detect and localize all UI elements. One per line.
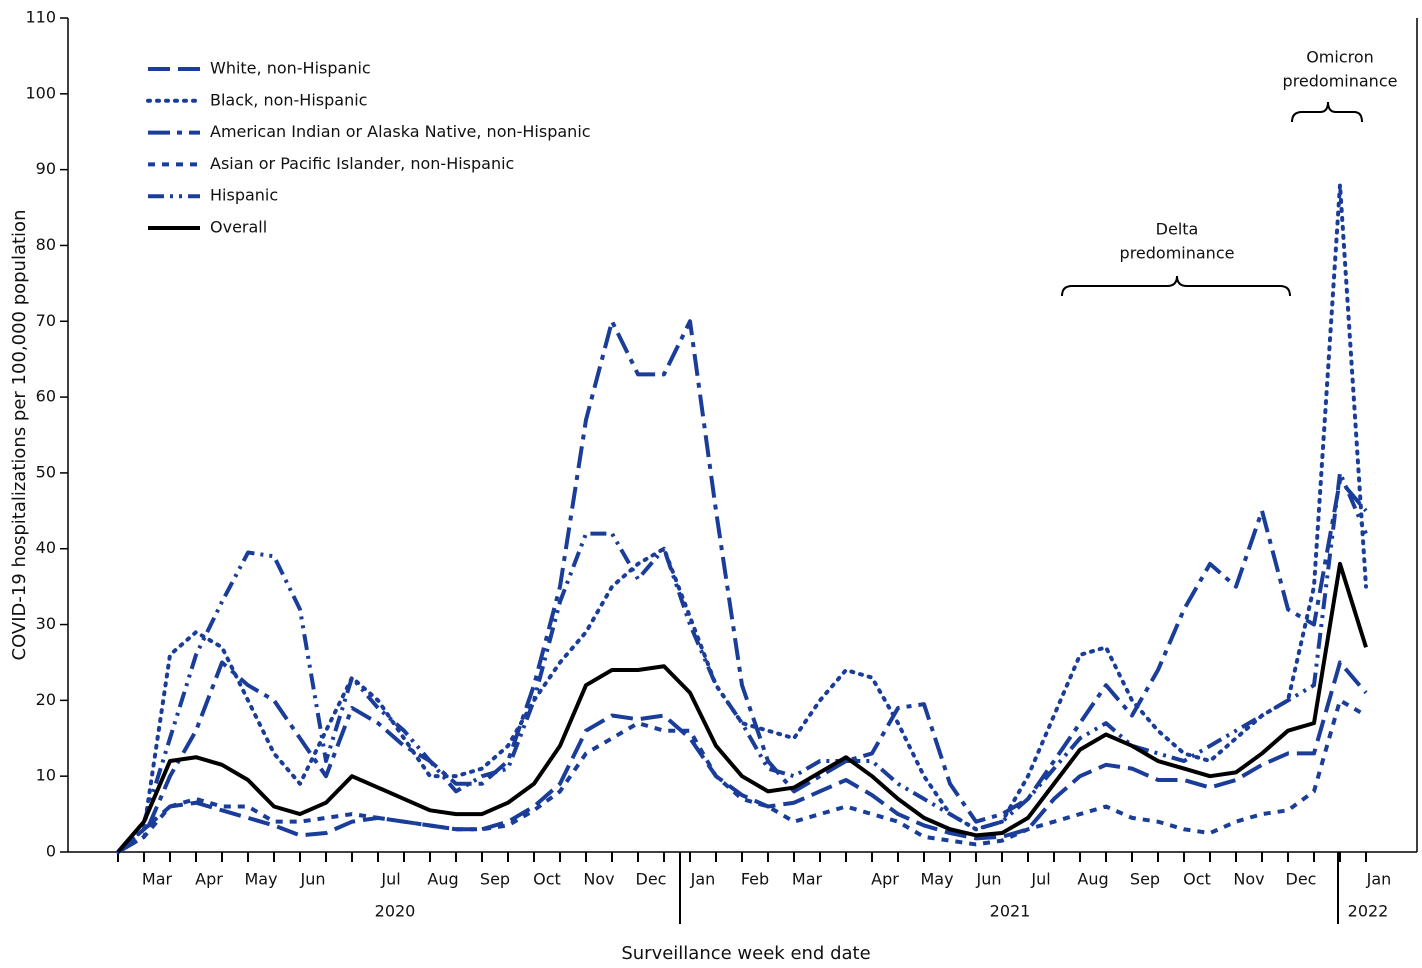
x-tick-label: Jun (976, 870, 1002, 889)
x-axis-label: Surveillance week end date (621, 943, 870, 964)
y-tick-label: 50 (36, 462, 56, 481)
series-line (116, 561, 1368, 854)
y-axis-label: COVID-19 hospitalizations per 100,000 po… (9, 210, 30, 661)
legend-label: American Indian or Alaska Native, non-Hi… (210, 122, 591, 141)
annotation: Omicron (1306, 48, 1374, 67)
y-tick-label: 90 (36, 159, 56, 178)
y-tick-label: 60 (36, 387, 56, 406)
x-tick-label: Nov (1233, 870, 1264, 889)
x-tick-label: Jan (690, 870, 716, 889)
x-tick-label: Dec (636, 870, 667, 889)
x-tick-label: Mar (792, 870, 823, 889)
legend-label: Hispanic (210, 186, 278, 205)
y-tick-label: 30 (36, 614, 56, 633)
x-tick-label: Nov (583, 870, 614, 889)
x-tick-label: Jan (1366, 870, 1392, 889)
y-tick-label: 100 (25, 83, 56, 102)
x-tick-label: Apr (871, 870, 899, 889)
x-tick-label: Dec (1286, 870, 1317, 889)
y-tick-label: 70 (36, 311, 56, 330)
x-tick-label: Oct (533, 870, 561, 889)
annotation: Delta (1156, 220, 1199, 239)
legend-label: Overall (210, 218, 267, 237)
x-tick-label: Mar (142, 870, 173, 889)
x-tick-label: Jul (380, 870, 400, 889)
y-tick-label: 0 (46, 842, 56, 861)
annotation: predominance (1120, 244, 1235, 263)
y-tick-label: 40 (36, 538, 56, 557)
y-tick-label: 80 (36, 235, 56, 254)
omicron-brace (1291, 101, 1363, 123)
x-tick-label: Jul (1030, 870, 1050, 889)
x-tick-label: Oct (1183, 870, 1211, 889)
legend-label: Asian or Pacific Islander, non-Hispanic (210, 154, 514, 173)
x-tick-label: May (244, 870, 277, 889)
series-line (116, 698, 1368, 854)
x-tick-label: Sep (1130, 870, 1160, 889)
x-tick-label: Aug (1077, 870, 1108, 889)
series-line (116, 319, 1368, 854)
series-line (116, 660, 1368, 854)
series-line (116, 182, 1368, 854)
x-tick-label: Feb (741, 870, 769, 889)
annotation: predominance (1283, 72, 1398, 91)
x-tick-label: Aug (427, 870, 458, 889)
year-label: 2021 (990, 902, 1031, 921)
year-label: 2022 (1348, 902, 1389, 921)
x-tick-label: May (920, 870, 953, 889)
x-tick-label: Jun (300, 870, 326, 889)
series-line (116, 470, 1368, 854)
x-tick-label: Sep (480, 870, 510, 889)
legend-label: White, non-Hispanic (210, 59, 371, 78)
year-label: 2020 (375, 902, 416, 921)
x-tick-label: Apr (195, 870, 223, 889)
legend-label: Black, non-Hispanic (210, 90, 367, 109)
y-tick-label: 10 (36, 766, 56, 785)
y-tick-label: 110 (25, 8, 56, 27)
y-tick-label: 20 (36, 690, 56, 709)
delta-brace (1061, 275, 1291, 297)
